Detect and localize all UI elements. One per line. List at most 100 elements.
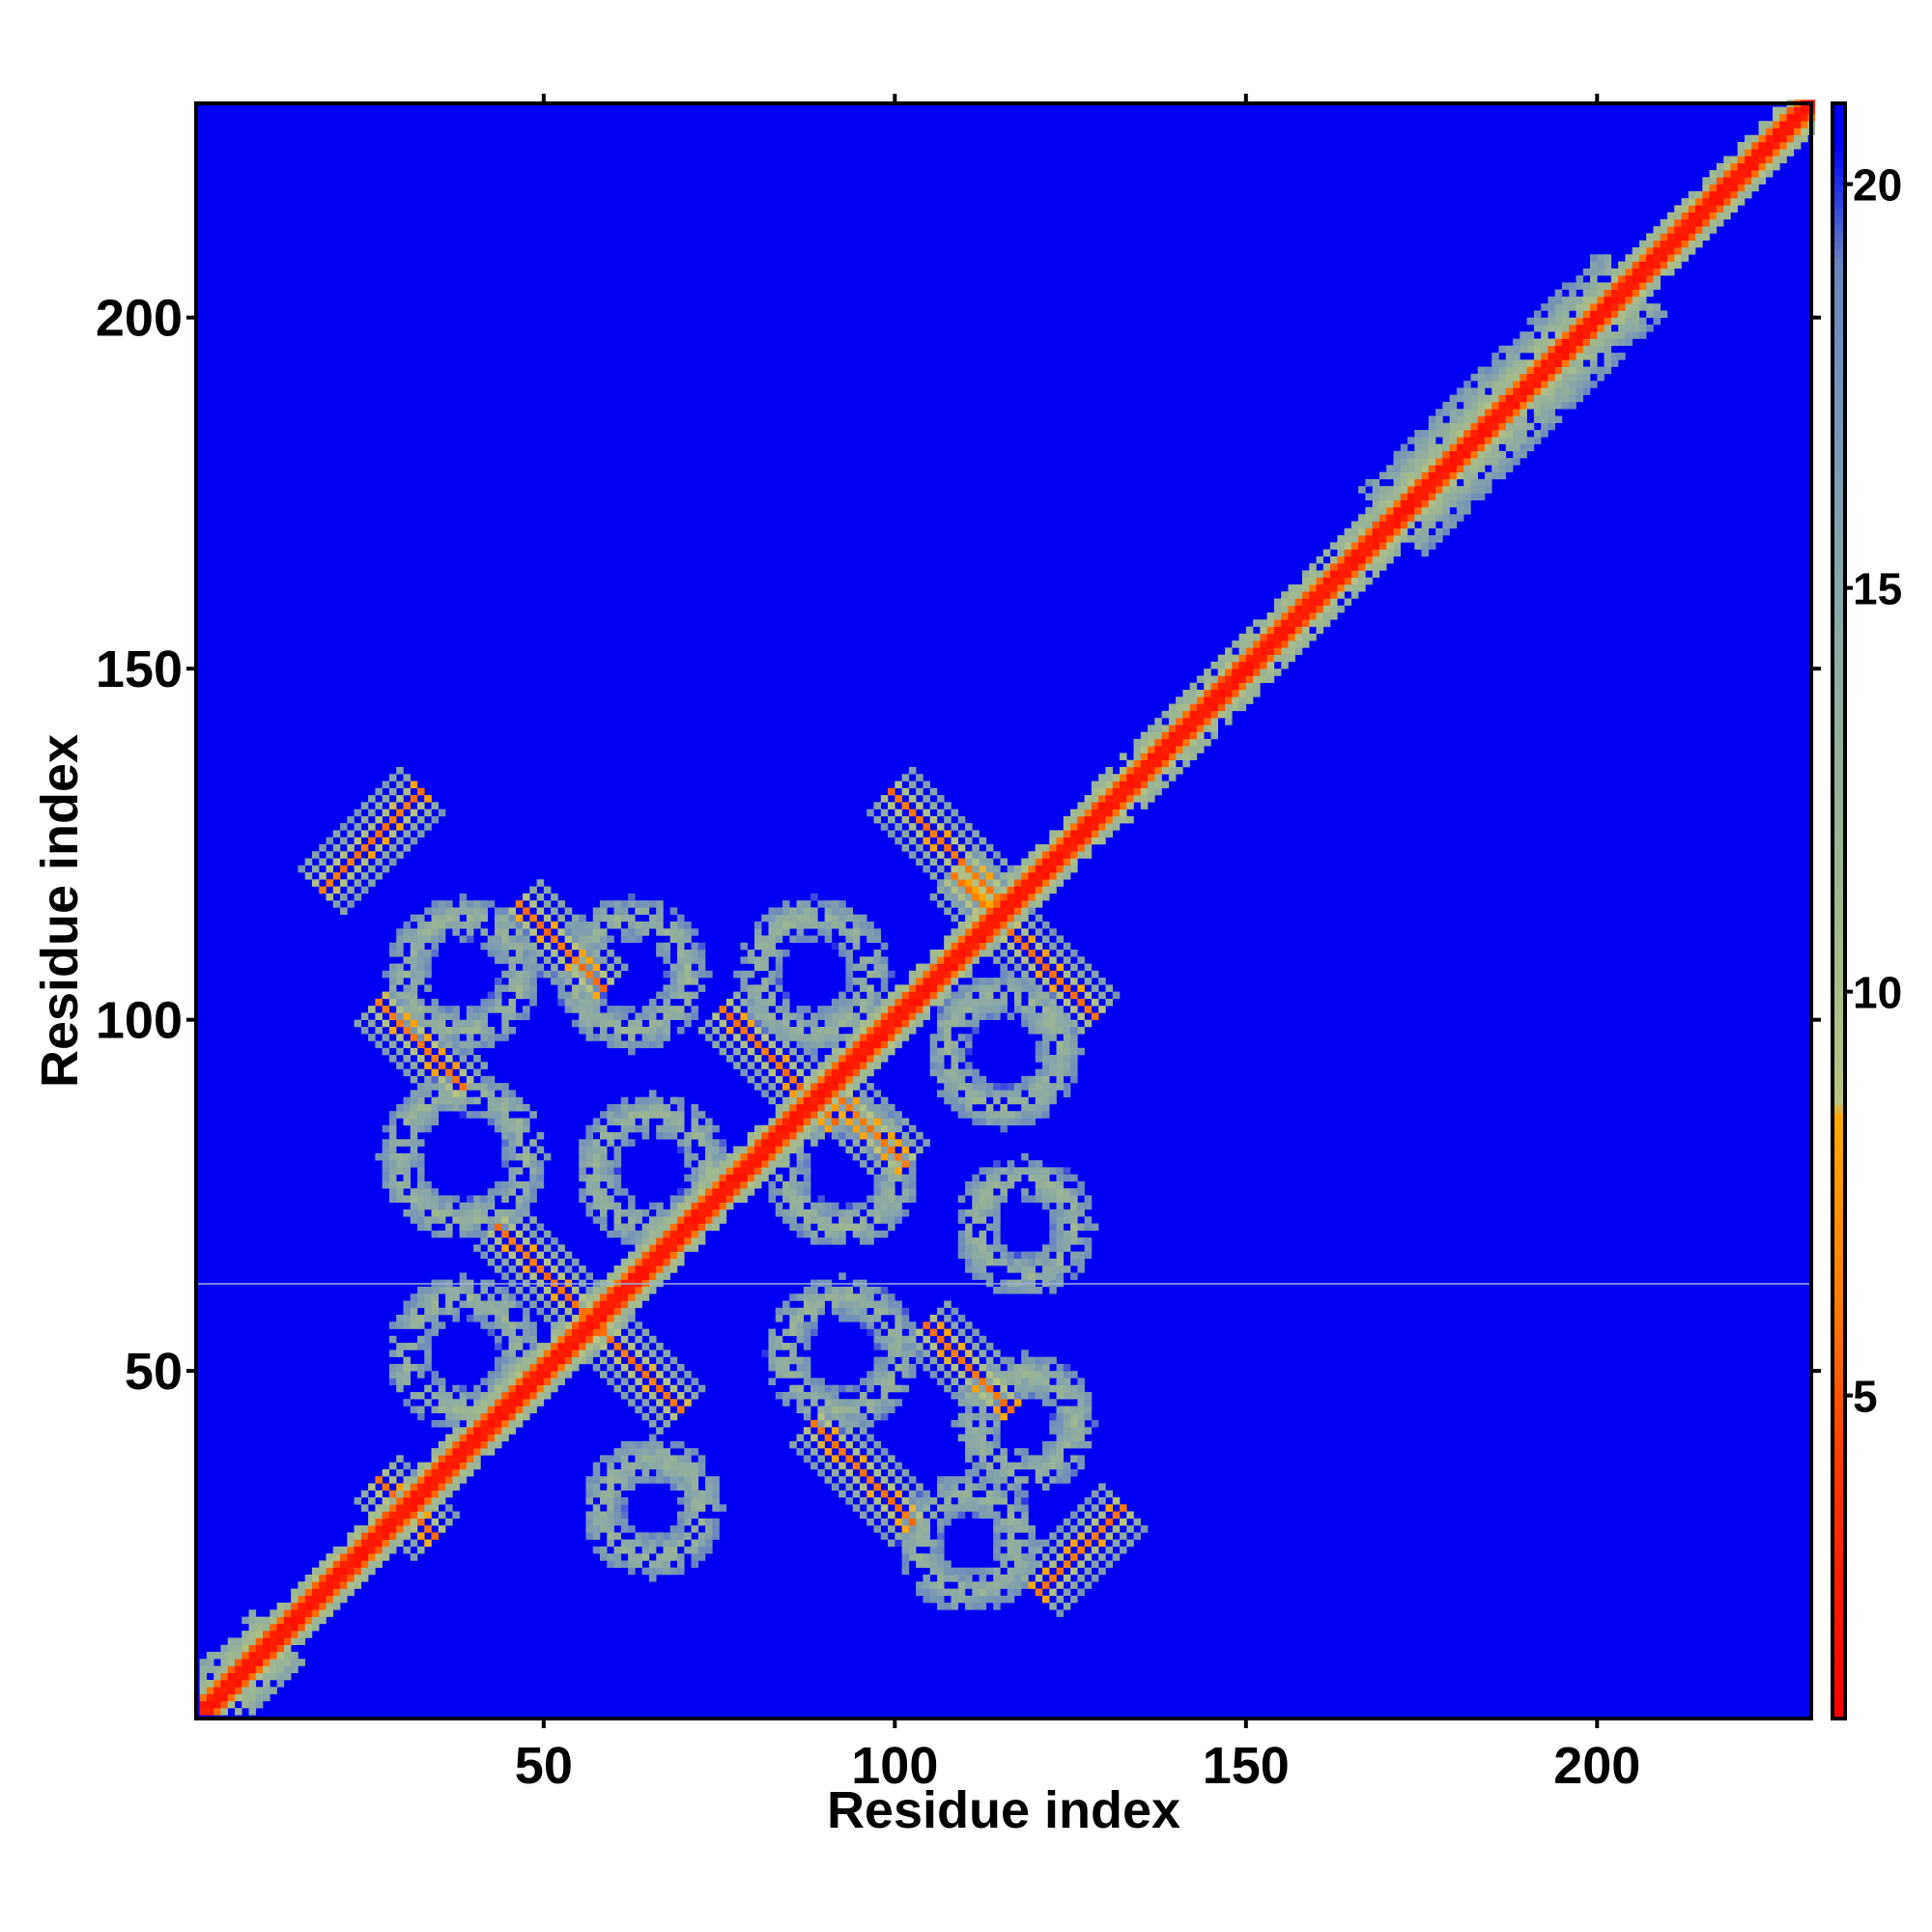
heatmap-cell bbox=[831, 1223, 839, 1232]
heatmap-cell bbox=[824, 1026, 833, 1035]
heatmap-cell bbox=[1035, 1258, 1043, 1266]
heatmap-cell bbox=[529, 886, 537, 895]
heatmap-cell bbox=[255, 1659, 264, 1666]
heatmap-cell bbox=[1028, 872, 1037, 880]
heatmap-cell bbox=[951, 1090, 959, 1097]
heatmap-cell bbox=[845, 1420, 861, 1428]
heatmap-cell bbox=[523, 949, 530, 957]
heatmap-cell bbox=[628, 1328, 636, 1337]
heatmap-cell bbox=[663, 1546, 670, 1554]
heatmap-cell bbox=[908, 1511, 917, 1520]
heatmap-cell bbox=[1133, 738, 1142, 747]
heatmap-cell bbox=[697, 1223, 706, 1232]
heatmap-cell bbox=[1070, 1237, 1078, 1245]
heatmap-cell bbox=[585, 1532, 594, 1540]
heatmap-cell bbox=[957, 1343, 966, 1350]
heatmap-cell bbox=[213, 1672, 221, 1681]
heatmap-cell bbox=[684, 1152, 692, 1161]
heatmap-cell bbox=[388, 942, 397, 951]
heatmap-cell bbox=[993, 872, 1001, 880]
heatmap-cell bbox=[515, 1406, 524, 1414]
heatmap-cell bbox=[761, 949, 769, 957]
heatmap-cell bbox=[641, 1455, 650, 1463]
heatmap-cell bbox=[1007, 1546, 1015, 1554]
heatmap-cell bbox=[557, 900, 565, 908]
heatmap-cell bbox=[620, 1440, 629, 1449]
heatmap-cell bbox=[648, 1202, 657, 1210]
heatmap-cell bbox=[761, 1152, 769, 1161]
heatmap-cell bbox=[1056, 865, 1065, 873]
heatmap-cell bbox=[656, 1124, 664, 1133]
heatmap-cell bbox=[979, 907, 987, 915]
heatmap-cell bbox=[607, 1539, 614, 1548]
heatmap-cell bbox=[979, 1111, 987, 1119]
heatmap-cell bbox=[993, 900, 1001, 908]
heatmap-cell bbox=[867, 928, 874, 936]
heatmap-cell bbox=[613, 1103, 622, 1112]
heatmap-cell bbox=[508, 956, 517, 964]
heatmap-cell bbox=[424, 1195, 432, 1203]
heatmap-cell bbox=[424, 1539, 432, 1548]
heatmap-cell bbox=[895, 1160, 902, 1168]
heatmap-cell bbox=[873, 1026, 882, 1035]
heatmap-cell bbox=[1077, 970, 1085, 979]
heatmap-cell bbox=[508, 1146, 517, 1154]
heatmap-cell bbox=[473, 1012, 481, 1020]
heatmap-cell bbox=[838, 1012, 846, 1020]
heatmap-cell bbox=[487, 1371, 496, 1378]
heatmap-cell bbox=[641, 1034, 650, 1041]
heatmap-cell bbox=[888, 1511, 895, 1520]
heatmap-cell bbox=[740, 942, 748, 951]
heatmap-cell bbox=[1041, 1356, 1057, 1365]
heatmap-cell bbox=[227, 1680, 236, 1688]
heatmap-cell bbox=[1049, 865, 1057, 873]
heatmap-cell bbox=[1013, 1483, 1022, 1492]
heatmap-cell bbox=[438, 1391, 453, 1400]
heatmap-cell bbox=[1013, 1560, 1022, 1568]
heatmap-cell bbox=[459, 1476, 468, 1484]
heatmap-cell bbox=[972, 1237, 987, 1245]
heatmap-cell bbox=[424, 935, 432, 944]
heatmap-cell bbox=[501, 984, 509, 992]
heatmap-cell bbox=[951, 942, 959, 951]
heatmap-cell bbox=[340, 1595, 348, 1604]
heatmap-cell bbox=[635, 1350, 642, 1357]
heatmap-cell bbox=[311, 1609, 320, 1617]
heatmap-cell bbox=[431, 1216, 440, 1224]
heatmap-cell bbox=[810, 1202, 818, 1210]
heatmap-cell bbox=[796, 1096, 805, 1105]
heatmap-cell bbox=[403, 1026, 412, 1035]
heatmap-cell bbox=[852, 1315, 861, 1322]
heatmap-cell bbox=[1133, 766, 1142, 775]
heatmap-cell bbox=[859, 1321, 867, 1329]
heatmap-cell bbox=[1056, 879, 1065, 887]
heatmap-cell bbox=[613, 1553, 622, 1561]
heatmap-cell bbox=[283, 1603, 292, 1610]
heatmap-cell bbox=[1013, 893, 1022, 901]
heatmap-cell bbox=[923, 1012, 930, 1020]
heatmap-cell bbox=[888, 1026, 895, 1035]
heatmap-cell bbox=[1021, 1265, 1029, 1273]
heatmap-cell bbox=[803, 1019, 811, 1028]
heatmap-cell bbox=[1049, 1371, 1057, 1378]
heatmap-cell bbox=[494, 1371, 502, 1378]
heatmap-cell bbox=[1126, 1525, 1134, 1533]
heatmap-cell bbox=[796, 1040, 805, 1049]
heatmap-cell bbox=[620, 1483, 629, 1492]
heatmap-cell bbox=[944, 1034, 952, 1041]
heatmap-cell bbox=[908, 1019, 917, 1028]
heatmap-cell bbox=[1041, 1167, 1050, 1175]
heatmap-cell bbox=[775, 1174, 783, 1182]
heatmap-cell bbox=[1035, 1188, 1043, 1196]
heatmap-cell bbox=[1126, 815, 1134, 824]
heatmap-cell bbox=[220, 1644, 229, 1653]
heatmap-cell bbox=[1041, 1251, 1050, 1260]
heatmap-cell bbox=[571, 1321, 580, 1329]
heatmap-cell bbox=[880, 1384, 889, 1393]
heatmap-cell bbox=[929, 970, 938, 979]
heatmap-cell bbox=[951, 1062, 959, 1069]
heatmap-cell bbox=[957, 1195, 966, 1203]
heatmap-cell bbox=[340, 837, 348, 845]
heatmap-cell bbox=[775, 1103, 783, 1112]
heatmap-cell bbox=[944, 1006, 952, 1013]
